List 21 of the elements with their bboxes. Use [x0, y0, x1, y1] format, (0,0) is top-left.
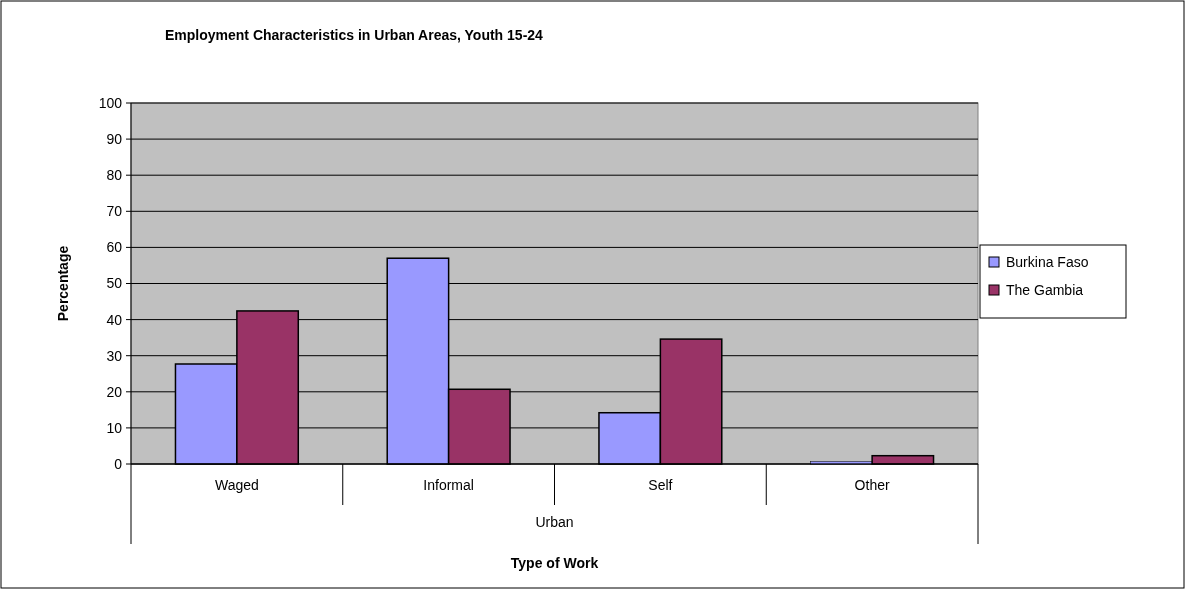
- x-axis-title: Type of Work: [510, 555, 599, 571]
- y-tick-label: 10: [106, 419, 123, 436]
- y-tick-label: 90: [106, 131, 123, 147]
- legend-label: Burkina Faso: [1006, 253, 1089, 270]
- x-tick-label: Self: [648, 477, 673, 493]
- y-tick-label: 0: [114, 455, 123, 472]
- y-tick-label: 20: [106, 383, 123, 400]
- y-tick-label: 40: [106, 311, 123, 328]
- y-tick-label: 50: [106, 275, 123, 292]
- x-tick-label: Informal: [423, 477, 474, 493]
- y-tick-label: 60: [106, 239, 123, 256]
- x-tick-label: Waged: [214, 477, 259, 493]
- y-tick-label: 30: [106, 347, 123, 364]
- chart-title: Employment Characteristics in Urban Areas, Youth 15-24: [165, 27, 544, 43]
- y-tick-label: 100: [98, 94, 123, 111]
- y-tick-label: 80: [106, 167, 123, 184]
- legend-label: The Gambia: [1006, 281, 1084, 298]
- y-axis-title: Percentage: [55, 245, 71, 322]
- y-tick-label: 70: [106, 203, 123, 220]
- text: Urban: [535, 514, 574, 530]
- x-tick-label: Other: [854, 477, 890, 493]
